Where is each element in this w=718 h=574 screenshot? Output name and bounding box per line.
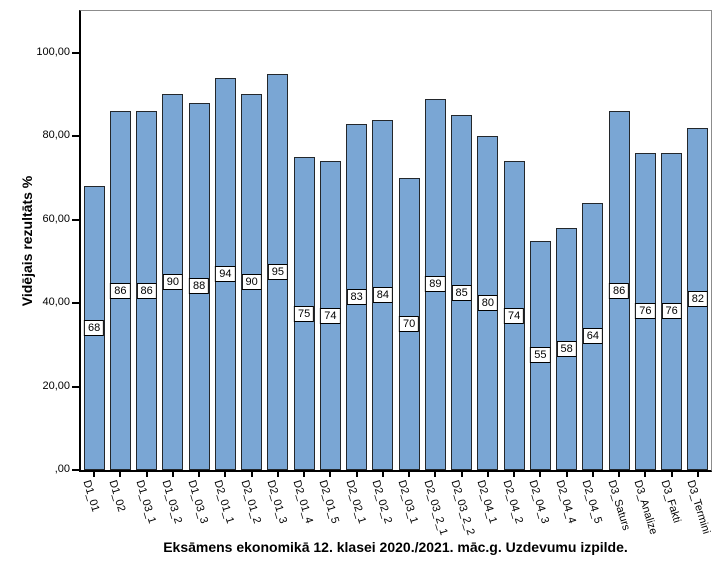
x-axis-tick xyxy=(618,472,621,477)
x-axis-label-D1_03_1: D1_03_1 xyxy=(133,478,158,525)
x-axis-tick xyxy=(276,472,279,477)
x-axis-label-D1_03_3: D1_03_3 xyxy=(185,478,211,525)
bar-value-label: 94 xyxy=(215,265,236,282)
x-axis-tick xyxy=(460,472,463,477)
x-axis-tick xyxy=(539,472,542,477)
x-axis-tick xyxy=(119,472,122,477)
x-axis-tick xyxy=(591,472,594,477)
x-axis-label-D2_04_1: D2_04_1 xyxy=(474,478,499,525)
y-axis-tick xyxy=(72,469,79,471)
bar-value-label: 80 xyxy=(477,295,498,312)
y-axis-tick-label: 40,00 xyxy=(42,296,70,309)
x-axis-label-D3_Fakti: D3_Fakti xyxy=(658,478,683,525)
x-axis-tick xyxy=(198,472,201,477)
x-axis-label-D3_Saturs: D3_Saturs xyxy=(605,478,633,532)
x-axis-label-D2_04_2: D2_04_2 xyxy=(500,478,526,525)
x-axis-label-D2_03_2_1: D2_03_2_1 xyxy=(421,478,450,537)
bar-value-label: 90 xyxy=(241,274,262,291)
x-axis-label-D2_04_4: D2_04_4 xyxy=(553,478,578,525)
x-axis-tick xyxy=(93,472,96,477)
bar-value-label: 58 xyxy=(556,341,577,357)
x-axis-label-D2_04_3: D2_04_3 xyxy=(526,478,552,525)
x-axis-label-D1_01: D1_01 xyxy=(80,478,102,514)
x-axis-label-D2_03_1: D2_03_1 xyxy=(395,478,421,525)
bar-value-label: 86 xyxy=(136,282,157,299)
x-axis-tick xyxy=(670,472,673,477)
x-axis-label-D1_03_2: D1_03_2 xyxy=(159,478,184,525)
bar-value-label: 95 xyxy=(267,263,288,280)
bar-value-label: 90 xyxy=(162,274,183,291)
x-axis-tick xyxy=(644,472,647,477)
chart-title: Eksāmens ekonomikā 12. klasei 2020./2021… xyxy=(163,539,628,555)
y-axis-tick-label: ,00 xyxy=(54,463,70,475)
plot-area: ,00 20,00 40,00 60,00 80,00 100,00 68 D1_01 86 D1… xyxy=(36,10,712,537)
x-axis-label-D3_Termini: D3_Termini xyxy=(684,478,713,536)
bar-value-label: 70 xyxy=(399,315,420,332)
x-axis-tick xyxy=(486,472,489,477)
x-axis-tick xyxy=(381,472,384,477)
x-axis-tick xyxy=(696,472,699,477)
bar-value-label: 76 xyxy=(635,303,656,320)
bar-value-label: 89 xyxy=(425,276,446,293)
x-axis-tick xyxy=(329,472,332,477)
bar-value-label: 83 xyxy=(346,288,367,305)
x-axis-label-D1_02: D1_02 xyxy=(106,478,128,514)
x-axis-label-D2_02_2: D2_02_2 xyxy=(369,478,394,525)
x-axis-tick xyxy=(171,472,174,477)
bar-value-label: 85 xyxy=(451,284,472,301)
bar-value-label: 68 xyxy=(84,320,105,337)
y-axis-tick-label: 100,00 xyxy=(36,45,70,58)
x-axis-tick xyxy=(434,472,437,477)
y-axis-tick xyxy=(72,51,79,54)
x-axis-tick xyxy=(513,472,516,477)
x-axis-label-D2_03_2_2: D2_03_2_2 xyxy=(448,478,477,537)
bar-value-label: 75 xyxy=(294,305,315,322)
y-axis-tick-label: 20,00 xyxy=(42,379,70,392)
y-axis-tick xyxy=(72,385,79,388)
y-axis-tick xyxy=(72,135,79,138)
x-axis-tick xyxy=(250,472,253,477)
x-axis-label-D2_01_4: D2_01_4 xyxy=(290,478,316,525)
x-axis-label-D2_02_1: D2_02_1 xyxy=(343,478,368,525)
x-axis-label-D3_Analize: D3_Analize xyxy=(631,478,660,537)
bar-value-label: 88 xyxy=(189,278,210,295)
x-axis-tick xyxy=(355,472,358,477)
bar-value-label: 74 xyxy=(504,307,525,324)
bar-value-label: 76 xyxy=(661,303,682,320)
x-axis-label-D2_04_5: D2_04_5 xyxy=(579,478,604,525)
x-axis-tick xyxy=(565,472,568,477)
bar-value-label: 82 xyxy=(687,290,708,307)
bar-value-label: 86 xyxy=(110,282,131,299)
bar-value-label: 86 xyxy=(609,282,630,299)
bar-value-label: 74 xyxy=(320,307,341,324)
bar-value-label: 84 xyxy=(372,286,393,303)
y-axis-tick xyxy=(72,302,79,305)
y-axis-title: Vidējais rezultāts % xyxy=(19,175,35,307)
x-axis-label-D2_01_1: D2_01_1 xyxy=(211,478,237,525)
x-axis-tick xyxy=(224,472,227,477)
x-axis-label-D2_01_5: D2_01_5 xyxy=(316,478,342,525)
y-axis-tick-label: 80,00 xyxy=(42,129,70,142)
x-axis-tick xyxy=(145,472,148,477)
x-axis-tick xyxy=(303,472,306,477)
bar-value-label: 55 xyxy=(530,347,551,364)
y-axis-tick-label: 60,00 xyxy=(42,212,70,225)
x-axis-label-D2_01_2: D2_01_2 xyxy=(238,478,263,525)
y-axis-tick xyxy=(72,218,79,221)
x-axis-label-D2_01_3: D2_01_3 xyxy=(264,478,289,525)
x-axis-tick xyxy=(408,472,411,477)
bar-value-label: 64 xyxy=(582,328,603,345)
